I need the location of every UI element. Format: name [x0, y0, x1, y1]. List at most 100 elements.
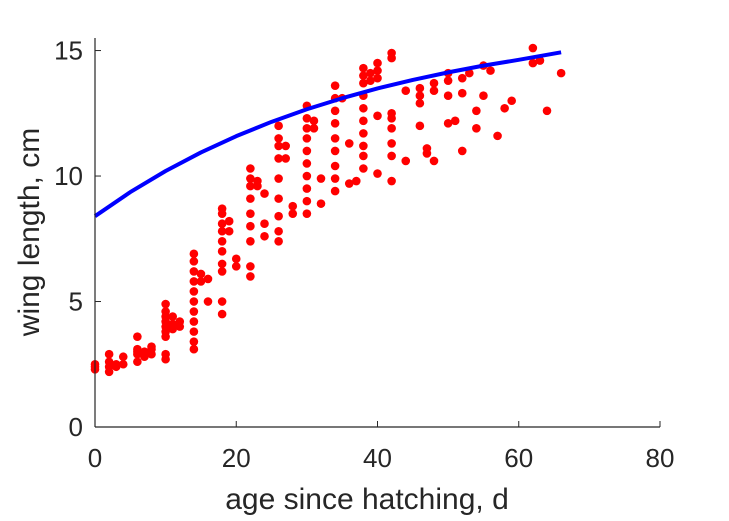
x-tick-label: 0 [88, 443, 102, 473]
data-point [373, 66, 382, 75]
data-point [401, 156, 411, 166]
data-point [246, 194, 255, 203]
data-point [415, 98, 425, 108]
data-point [274, 211, 283, 221]
data-point [302, 124, 312, 133]
x-tick-label: 40 [363, 443, 392, 473]
data-point [387, 151, 396, 161]
data-point [189, 344, 199, 354]
data-point [330, 119, 340, 128]
data-point [246, 209, 255, 218]
data-point [274, 134, 283, 143]
data-point [330, 106, 340, 116]
data-point [330, 81, 340, 90]
data-point [217, 267, 227, 276]
data-point [366, 76, 375, 85]
data-point [443, 91, 453, 101]
data-point [330, 146, 340, 156]
y-tick-label: 0 [69, 412, 83, 442]
data-point [189, 317, 199, 326]
data-point [274, 174, 283, 183]
data-point [189, 337, 199, 346]
data-point [415, 91, 425, 101]
data-point [189, 249, 199, 259]
data-point [528, 58, 538, 68]
data-point [486, 66, 495, 75]
data-point [352, 176, 361, 186]
data-point [224, 216, 234, 226]
data-point [246, 272, 255, 281]
data-point [472, 106, 481, 116]
data-point [189, 297, 199, 306]
data-point [147, 342, 156, 351]
data-point [217, 309, 227, 319]
data-point [344, 139, 354, 148]
data-point [274, 236, 283, 246]
data-point [111, 359, 121, 369]
y-axis-label: wing length, cm [13, 128, 46, 337]
data-point [288, 209, 298, 218]
data-point [217, 236, 227, 246]
data-point [330, 186, 340, 196]
data-point [387, 48, 396, 58]
data-point [387, 176, 396, 186]
data-point [302, 171, 312, 181]
data-point [309, 116, 319, 126]
data-point [161, 349, 170, 359]
data-point [118, 359, 128, 369]
data-point [203, 274, 213, 284]
data-point [217, 259, 227, 269]
data-point [175, 317, 185, 326]
data-point [542, 106, 552, 116]
data-point [168, 319, 177, 329]
data-point [274, 226, 283, 236]
y-tick-label: 5 [69, 287, 83, 317]
data-point [344, 179, 354, 188]
data-point [359, 103, 368, 113]
data-point [217, 204, 227, 213]
data-point [302, 114, 312, 123]
data-point [274, 154, 283, 163]
data-point [161, 307, 170, 316]
data-point [316, 199, 326, 208]
data-point [457, 88, 467, 98]
data-point [472, 124, 481, 133]
data-point [359, 78, 368, 88]
data-point [373, 111, 382, 121]
data-point [366, 68, 375, 78]
data-point [309, 124, 319, 133]
data-point [288, 201, 298, 211]
data-point [330, 161, 340, 171]
data-point [133, 332, 142, 341]
data-point [359, 151, 368, 161]
data-point [443, 119, 453, 128]
data-point [302, 209, 312, 218]
data-point [246, 221, 255, 231]
data-point [359, 164, 368, 173]
data-point [260, 231, 269, 241]
data-point [203, 297, 213, 306]
data-point [104, 357, 114, 367]
data-point [387, 139, 396, 148]
data-point [316, 174, 326, 183]
data-point [373, 58, 382, 68]
data-point [274, 121, 283, 131]
data-point [246, 174, 255, 183]
data-point [246, 236, 255, 246]
plot-marks [90, 43, 566, 377]
data-point [359, 63, 368, 73]
data-point [359, 71, 368, 80]
data-point [401, 86, 411, 96]
data-point [189, 267, 199, 276]
data-point [507, 96, 516, 106]
data-point [189, 277, 199, 286]
data-point [479, 91, 488, 101]
data-point [161, 299, 170, 309]
data-point [231, 262, 241, 271]
y-tick-label: 15 [54, 36, 83, 66]
data-point [302, 146, 312, 156]
data-point [429, 78, 439, 88]
data-point [457, 146, 467, 156]
data-point [415, 83, 425, 93]
